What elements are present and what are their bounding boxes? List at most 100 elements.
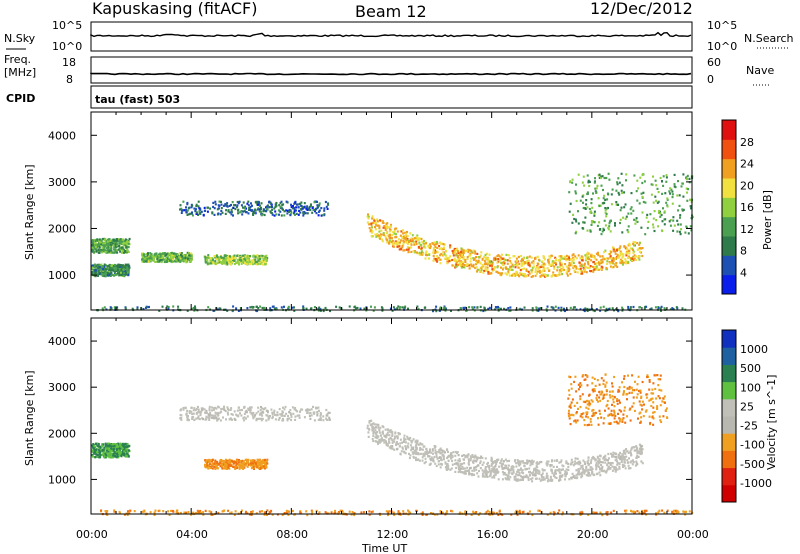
power-cell bbox=[165, 258, 168, 261]
power-cell bbox=[638, 202, 641, 205]
power-cell bbox=[405, 241, 408, 244]
power-cell bbox=[586, 206, 589, 209]
power-cell bbox=[439, 254, 442, 257]
velocity-cell bbox=[200, 410, 203, 413]
power-cell bbox=[157, 257, 160, 260]
power-cell bbox=[478, 270, 481, 273]
power-cell bbox=[145, 252, 148, 256]
power-cell bbox=[607, 226, 610, 230]
power-cell bbox=[598, 204, 601, 208]
power-cell bbox=[252, 210, 255, 213]
y-tick-label: 2000 bbox=[48, 222, 76, 235]
power-cell bbox=[396, 307, 399, 310]
velocity-cell bbox=[473, 469, 476, 472]
velocity-cell bbox=[186, 409, 189, 412]
power-cell bbox=[568, 264, 570, 267]
velocity-cell bbox=[477, 475, 480, 478]
power-cell bbox=[635, 255, 638, 258]
velocity-cell bbox=[468, 473, 471, 476]
velocity-cell bbox=[401, 441, 404, 444]
power-cell bbox=[254, 256, 257, 259]
power-cell bbox=[484, 258, 487, 261]
power-cell bbox=[221, 261, 223, 264]
power-cell bbox=[577, 210, 579, 213]
colorbar-frame bbox=[721, 119, 737, 295]
power-cell bbox=[609, 255, 612, 258]
power-cell bbox=[565, 265, 568, 268]
velocity-cell bbox=[581, 468, 584, 471]
power-cell bbox=[530, 256, 533, 259]
velocity-cell bbox=[613, 467, 616, 470]
power-cell bbox=[657, 191, 660, 194]
power-cell bbox=[607, 228, 610, 231]
power-cell bbox=[109, 239, 112, 242]
power-cell bbox=[660, 213, 663, 217]
power-x-ticks bbox=[90, 112, 693, 310]
power-cell bbox=[505, 267, 507, 270]
velocity-cell bbox=[265, 419, 268, 422]
power-cell bbox=[452, 252, 455, 255]
power-cell bbox=[102, 244, 105, 247]
power-cell bbox=[588, 207, 591, 211]
power-cell bbox=[538, 266, 541, 269]
power-cell bbox=[194, 210, 197, 213]
power-cell bbox=[241, 258, 244, 261]
power-cell bbox=[121, 271, 124, 274]
velocity-cell bbox=[627, 467, 630, 470]
power-cell bbox=[656, 201, 659, 204]
velocity-cell bbox=[217, 405, 220, 408]
power-cell bbox=[386, 239, 389, 242]
power-cell bbox=[257, 259, 260, 262]
velocity-cell bbox=[419, 443, 422, 446]
power-cell bbox=[123, 242, 126, 245]
velocity-cell bbox=[407, 446, 410, 449]
velocity-cell bbox=[239, 412, 241, 415]
velocity-cell bbox=[527, 476, 530, 479]
velocity-cell bbox=[632, 461, 635, 464]
velocity-cell bbox=[431, 448, 434, 451]
power-cell bbox=[612, 258, 615, 261]
power-cell bbox=[506, 259, 509, 262]
power-cell bbox=[511, 273, 514, 276]
power-cell bbox=[459, 253, 462, 256]
power-cell bbox=[568, 191, 571, 194]
velocity-cell bbox=[515, 478, 518, 481]
power-cell bbox=[225, 203, 228, 206]
power-cell bbox=[614, 250, 616, 253]
power-cell bbox=[179, 260, 182, 263]
power-cell bbox=[143, 257, 146, 260]
velocity-cell bbox=[400, 450, 403, 453]
velocity-cell bbox=[516, 479, 519, 482]
power-cell bbox=[646, 226, 649, 230]
power-cell bbox=[514, 266, 517, 269]
velocity-cell bbox=[317, 406, 320, 409]
power-cell bbox=[484, 267, 487, 270]
power-cell bbox=[220, 207, 223, 210]
power-cell bbox=[590, 202, 593, 205]
velocity-cell bbox=[511, 468, 514, 471]
power-cell bbox=[580, 255, 583, 258]
velocity-cell bbox=[563, 472, 566, 476]
power-cell bbox=[627, 260, 630, 264]
power-cell bbox=[541, 264, 544, 267]
velocity-cell bbox=[596, 460, 599, 463]
power-cell bbox=[300, 204, 303, 207]
power-cell bbox=[299, 211, 302, 214]
velocity-cell bbox=[277, 418, 280, 421]
power-cell bbox=[630, 192, 633, 195]
velocity-cell bbox=[412, 446, 414, 449]
power-cell bbox=[686, 226, 688, 229]
power-cell bbox=[239, 258, 242, 261]
power-cell bbox=[453, 259, 456, 262]
power-cell bbox=[136, 306, 139, 309]
velocity-cell bbox=[542, 469, 545, 472]
power-cell bbox=[213, 261, 216, 264]
power-cell bbox=[136, 308, 139, 311]
power-cell bbox=[103, 250, 105, 253]
power-cell bbox=[187, 256, 190, 259]
power-cell bbox=[603, 176, 606, 180]
power-cell bbox=[243, 210, 246, 213]
velocity-cell bbox=[529, 464, 532, 467]
power-cell bbox=[227, 209, 230, 212]
velocity-cell bbox=[243, 405, 246, 408]
